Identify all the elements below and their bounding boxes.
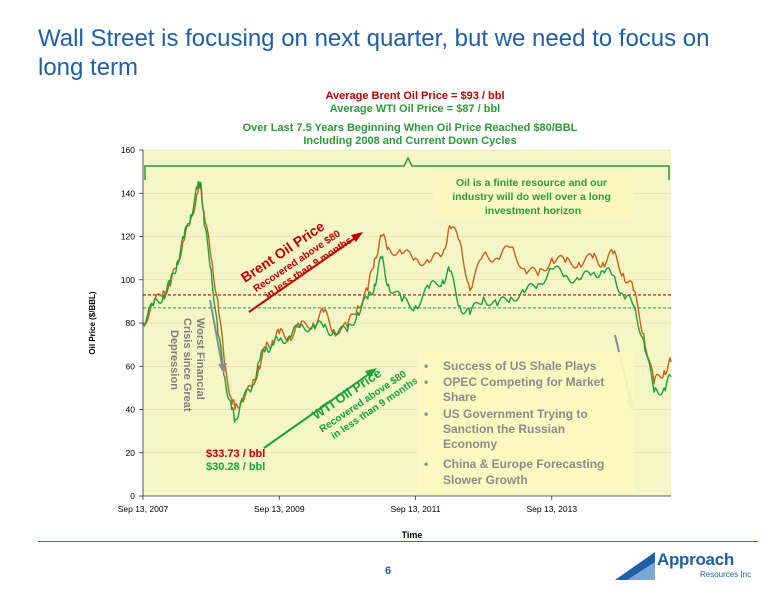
x-tick-label: Sep 13, 2011	[391, 504, 441, 514]
x-tick-label: Sep 13, 2009	[254, 504, 305, 514]
y-tick-labels: 0 20 40 60 80 100 120 140 160	[121, 145, 143, 501]
bullet-dot-4: •	[424, 457, 428, 471]
bullet-3-line3: Economy	[443, 437, 497, 451]
y-tick-label: 100	[121, 275, 135, 285]
x-tick-labels: Sep 13, 2007 Sep 13, 2009 Sep 13, 2011 Sep …	[118, 496, 577, 514]
period-brace	[144, 156, 670, 180]
brent-arrow-head	[351, 232, 363, 242]
wti-low-label: $30.28 / bbl	[206, 461, 265, 473]
y-axis-label: Oil Price ($/BBL)	[88, 291, 97, 354]
bullet-dot-1: •	[424, 359, 428, 373]
chart-subtitle-line2: Including 2008 and Current Down Cycles	[303, 135, 517, 147]
y-tick-label: 140	[121, 188, 135, 198]
y-tick-label: 20	[126, 448, 136, 458]
slide-title: Wall Street is focusing on next quarter,…	[38, 25, 710, 81]
finite-note-line2: industry will do well over a long	[452, 191, 611, 203]
chart-subtitle-line1: Over Last 7.5 Years Beginning When Oil P…	[242, 122, 578, 134]
y-tick-label: 0	[130, 491, 135, 501]
average-reference-lines	[143, 294, 671, 309]
y-tick-label: 160	[121, 145, 135, 155]
bullet-dot-3: •	[424, 407, 428, 421]
bullet-box	[417, 352, 635, 492]
brent-recovery-arrow	[248, 235, 359, 313]
logo-name: Approach	[657, 550, 734, 569]
bullet-3-line1: US Government Trying to	[443, 407, 588, 421]
svg-text:Oil is a finite resource and o: Oil is a finite resource and our industr…	[452, 177, 614, 217]
bullet-4-line2: Slower Growth	[443, 473, 528, 487]
price-series	[142, 180, 672, 423]
logo-subtitle: Resources Inc	[700, 570, 752, 579]
bullet-2-line2: Share	[443, 390, 477, 404]
y-tick-label: 40	[126, 405, 136, 415]
x-tick-label: Sep 13, 2007	[118, 504, 169, 514]
brent-average-label: Average Brent Oil Price = $93 / bbl	[325, 90, 505, 102]
bullet-1-line1: Success of US Shale Plays	[443, 359, 597, 373]
footer-divider	[38, 541, 758, 542]
y-tick-label: 80	[126, 318, 136, 328]
crisis-line3: Depression	[168, 330, 180, 390]
finite-note-box	[433, 172, 633, 220]
brent-low-label: $33.73 / bbl	[206, 448, 265, 460]
bullet-3-line2: Sanction the Russian	[443, 422, 565, 436]
approach-logo-icon	[615, 552, 655, 580]
crisis-line1: Worst Financial	[194, 318, 206, 400]
wti-arrow-head	[365, 368, 377, 378]
x-tick-label: Sep 13, 2013	[526, 504, 577, 514]
bullet-4-line1: China & Europe Forecasting	[443, 457, 604, 471]
crisis-line2: Crisis since Great	[181, 318, 193, 412]
crisis-arrow-head	[218, 363, 227, 374]
wti-series-line	[142, 180, 672, 423]
wti-recovery-arrow	[263, 371, 373, 449]
finite-note-line3: investment horizon	[485, 205, 581, 217]
y-tick-label: 120	[121, 232, 135, 242]
finite-note-line1: Oil is a finite resource and our	[456, 177, 607, 189]
bullet-2-line1: OPEC Competing for Market	[443, 375, 604, 389]
y-tick-label: 60	[126, 361, 136, 371]
x-axis-label: Time	[402, 530, 423, 540]
page-number: 6	[384, 565, 392, 577]
crisis-arrow	[209, 299, 223, 366]
wti-average-label: Average WTI Oil Price = $87 / bbl	[329, 103, 501, 115]
bullet-dot-2: •	[424, 375, 428, 389]
